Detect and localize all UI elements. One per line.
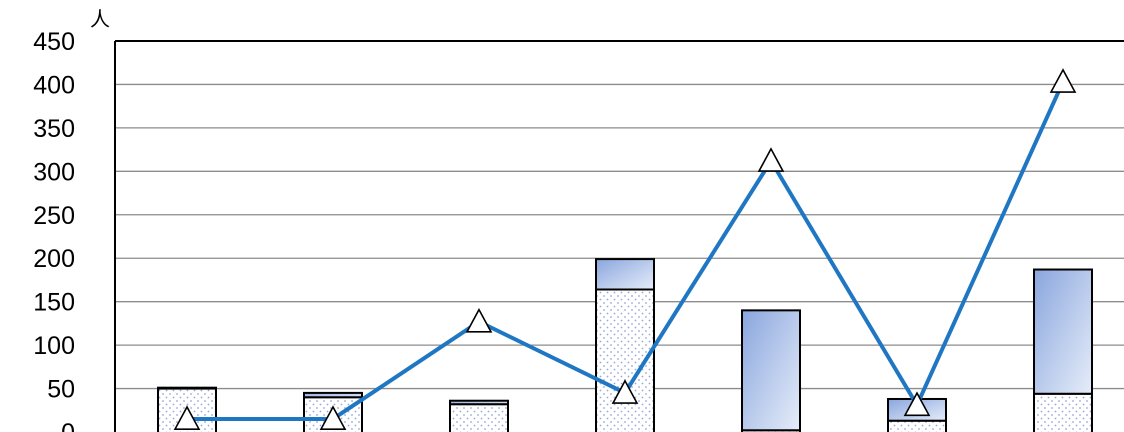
bar-bottom-segment — [887, 419, 947, 432]
line-point-triangle — [465, 307, 493, 333]
bar-top-segment — [595, 258, 655, 291]
bar-top-segment — [157, 386, 217, 390]
y-tick-label: 100 — [33, 332, 75, 360]
y-tick-label: 200 — [33, 245, 75, 273]
y-tick-label: 250 — [33, 202, 75, 230]
y-tick-label: 450 — [33, 28, 75, 56]
line-point-triangle — [903, 391, 931, 417]
y-tick-label: 0 — [61, 419, 75, 432]
bar-top-segment — [449, 399, 509, 406]
y-tick-label: 300 — [33, 158, 75, 186]
line-point-triangle — [173, 405, 201, 430]
y-tick-label: 150 — [33, 289, 75, 317]
y-tick-label: 50 — [47, 376, 75, 404]
line-series — [173, 68, 1077, 430]
bar-bottom-segment — [1033, 392, 1093, 432]
y-axis: 0 50 100 150 200 250 300 350 400 450 — [33, 28, 1124, 432]
line-point-triangle — [757, 147, 785, 172]
line-point-triangle — [1049, 68, 1077, 93]
bar-bottom-segment — [449, 403, 509, 432]
y-tick-label: 350 — [33, 115, 75, 143]
line-point-triangle — [611, 379, 639, 404]
line-point-triangle — [319, 405, 347, 430]
y-axis-unit-label: 人 — [90, 7, 110, 31]
bar-top-segment — [303, 391, 363, 399]
bar-top-segment — [741, 309, 801, 432]
y-tick-label: 400 — [33, 71, 75, 99]
bar-top-segment — [1033, 268, 1093, 395]
